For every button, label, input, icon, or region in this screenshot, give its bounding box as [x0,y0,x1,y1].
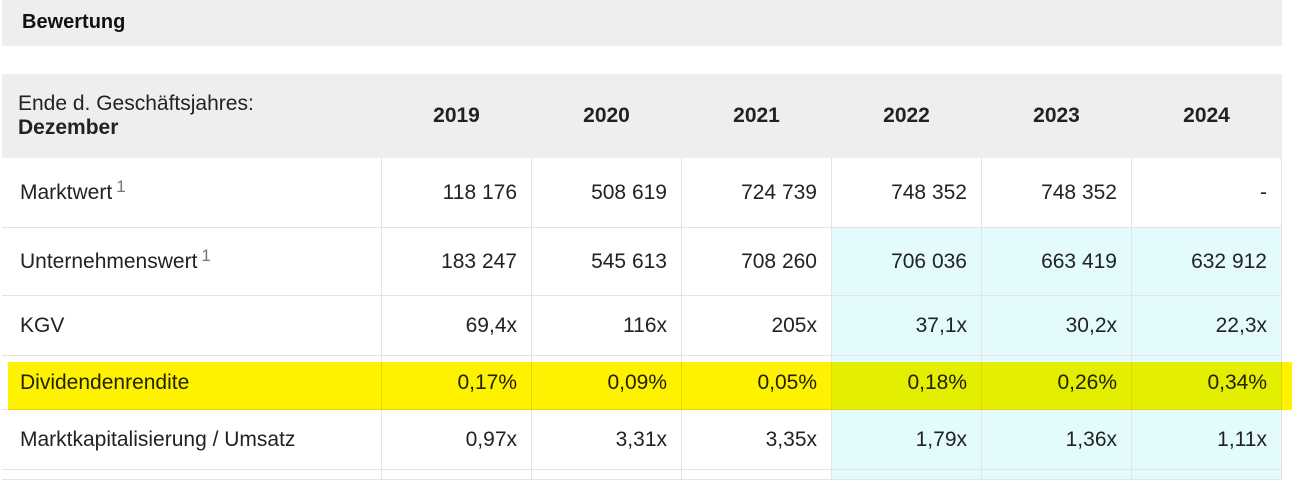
value-cell: 3,35x [682,410,832,470]
value-cell: 116x [532,296,682,356]
row-label-text: Marktkapitalisierung / Umsatz [20,427,296,451]
row-label-text: Unternehmenswert [20,249,198,273]
value: 3,35x [765,427,817,451]
row-label [2,470,382,480]
year-header: 2020 [532,74,682,158]
value: 69,4x [465,313,517,337]
value-cell: 708 260 [682,228,832,296]
value-cell: 69,4x [382,296,532,356]
value: 183 247 [441,249,517,273]
value: 748 352 [1041,180,1117,204]
year: 2020 [583,103,630,127]
value: 632 912 [1191,249,1267,273]
year: 2024 [1183,103,1230,127]
value: 0,97x [465,427,517,451]
value: 724 739 [741,180,817,204]
value: 663 419 [1041,249,1117,273]
value-cell: 748 352 [832,158,982,228]
value: 37,1x [915,313,967,337]
year: 2022 [883,103,930,127]
year-header: 2022 [832,74,982,158]
value-cell: 545 613 [532,228,682,296]
value: 116x [623,313,667,337]
section-title: Bewertung [22,11,126,33]
value: 1,79x [915,427,967,451]
value-cell: 205x [682,296,832,356]
footnote-marker: 1 [116,176,126,196]
value-cell: 183 247 [382,228,532,296]
year: 2021 [733,103,780,127]
value-cell [532,470,682,480]
value-cell [982,470,1132,480]
header-label-month: Dezember [18,116,119,139]
row-label: Marktkapitalisierung / Umsatz [2,410,382,470]
value: 508 619 [591,180,667,204]
value: 3,31x [615,427,667,451]
year-header: 2023 [982,74,1132,158]
value-cell [1132,470,1282,480]
year-header: 2019 [382,74,532,158]
value: 1,11x [1217,427,1267,451]
section-header [2,0,1282,46]
value-cell: 508 619 [532,158,682,228]
value-cell [382,470,532,480]
value: 118 176 [442,180,517,204]
year: 2023 [1033,103,1080,127]
footnote-marker: 1 [201,245,211,265]
value-cell: 1,36x [982,410,1132,470]
year-header: 2024 [1132,74,1282,158]
value: 708 260 [741,249,817,273]
value-cell: 30,2x [982,296,1132,356]
value-cell: 748 352 [982,158,1132,228]
header-label: Ende d. Geschäftsjahres: Dezember [2,74,382,158]
value: 545 613 [591,249,667,273]
value-cell: 663 419 [982,228,1132,296]
value-cell: 37,1x [832,296,982,356]
value: 1,36x [1065,427,1117,451]
value-cell [832,470,982,480]
value-cell: 1,79x [832,410,982,470]
value-cell: 3,31x [532,410,682,470]
highlight [8,362,1292,410]
row-label: Marktwert 1 [2,158,382,228]
value: 30,2x [1065,313,1117,337]
value-cell: 724 739 [682,158,832,228]
value-cell: 632 912 [1132,228,1282,296]
value: 748 352 [891,180,967,204]
value-cell: 118 176 [382,158,532,228]
value-cell: 706 036 [832,228,982,296]
row-label: KGV [2,296,382,356]
row-label-text: KGV [20,313,65,337]
value: 205x [771,313,817,337]
value-cell: 0,97x [382,410,532,470]
year-header: 2021 [682,74,832,158]
value: 706 036 [891,249,967,273]
value-cell [682,470,832,480]
value-cell: 1,11x [1132,410,1282,470]
value-cell: 22,3x [1132,296,1282,356]
year: 2019 [433,103,480,127]
value: - [1260,180,1267,204]
value: 22,3x [1215,313,1267,337]
header-label-line: Ende d. Geschäftsjahres: [18,92,254,115]
value-cell: - [1132,158,1282,228]
row-label-text: Marktwert [20,180,113,204]
row-label: Unternehmenswert 1 [2,228,382,296]
